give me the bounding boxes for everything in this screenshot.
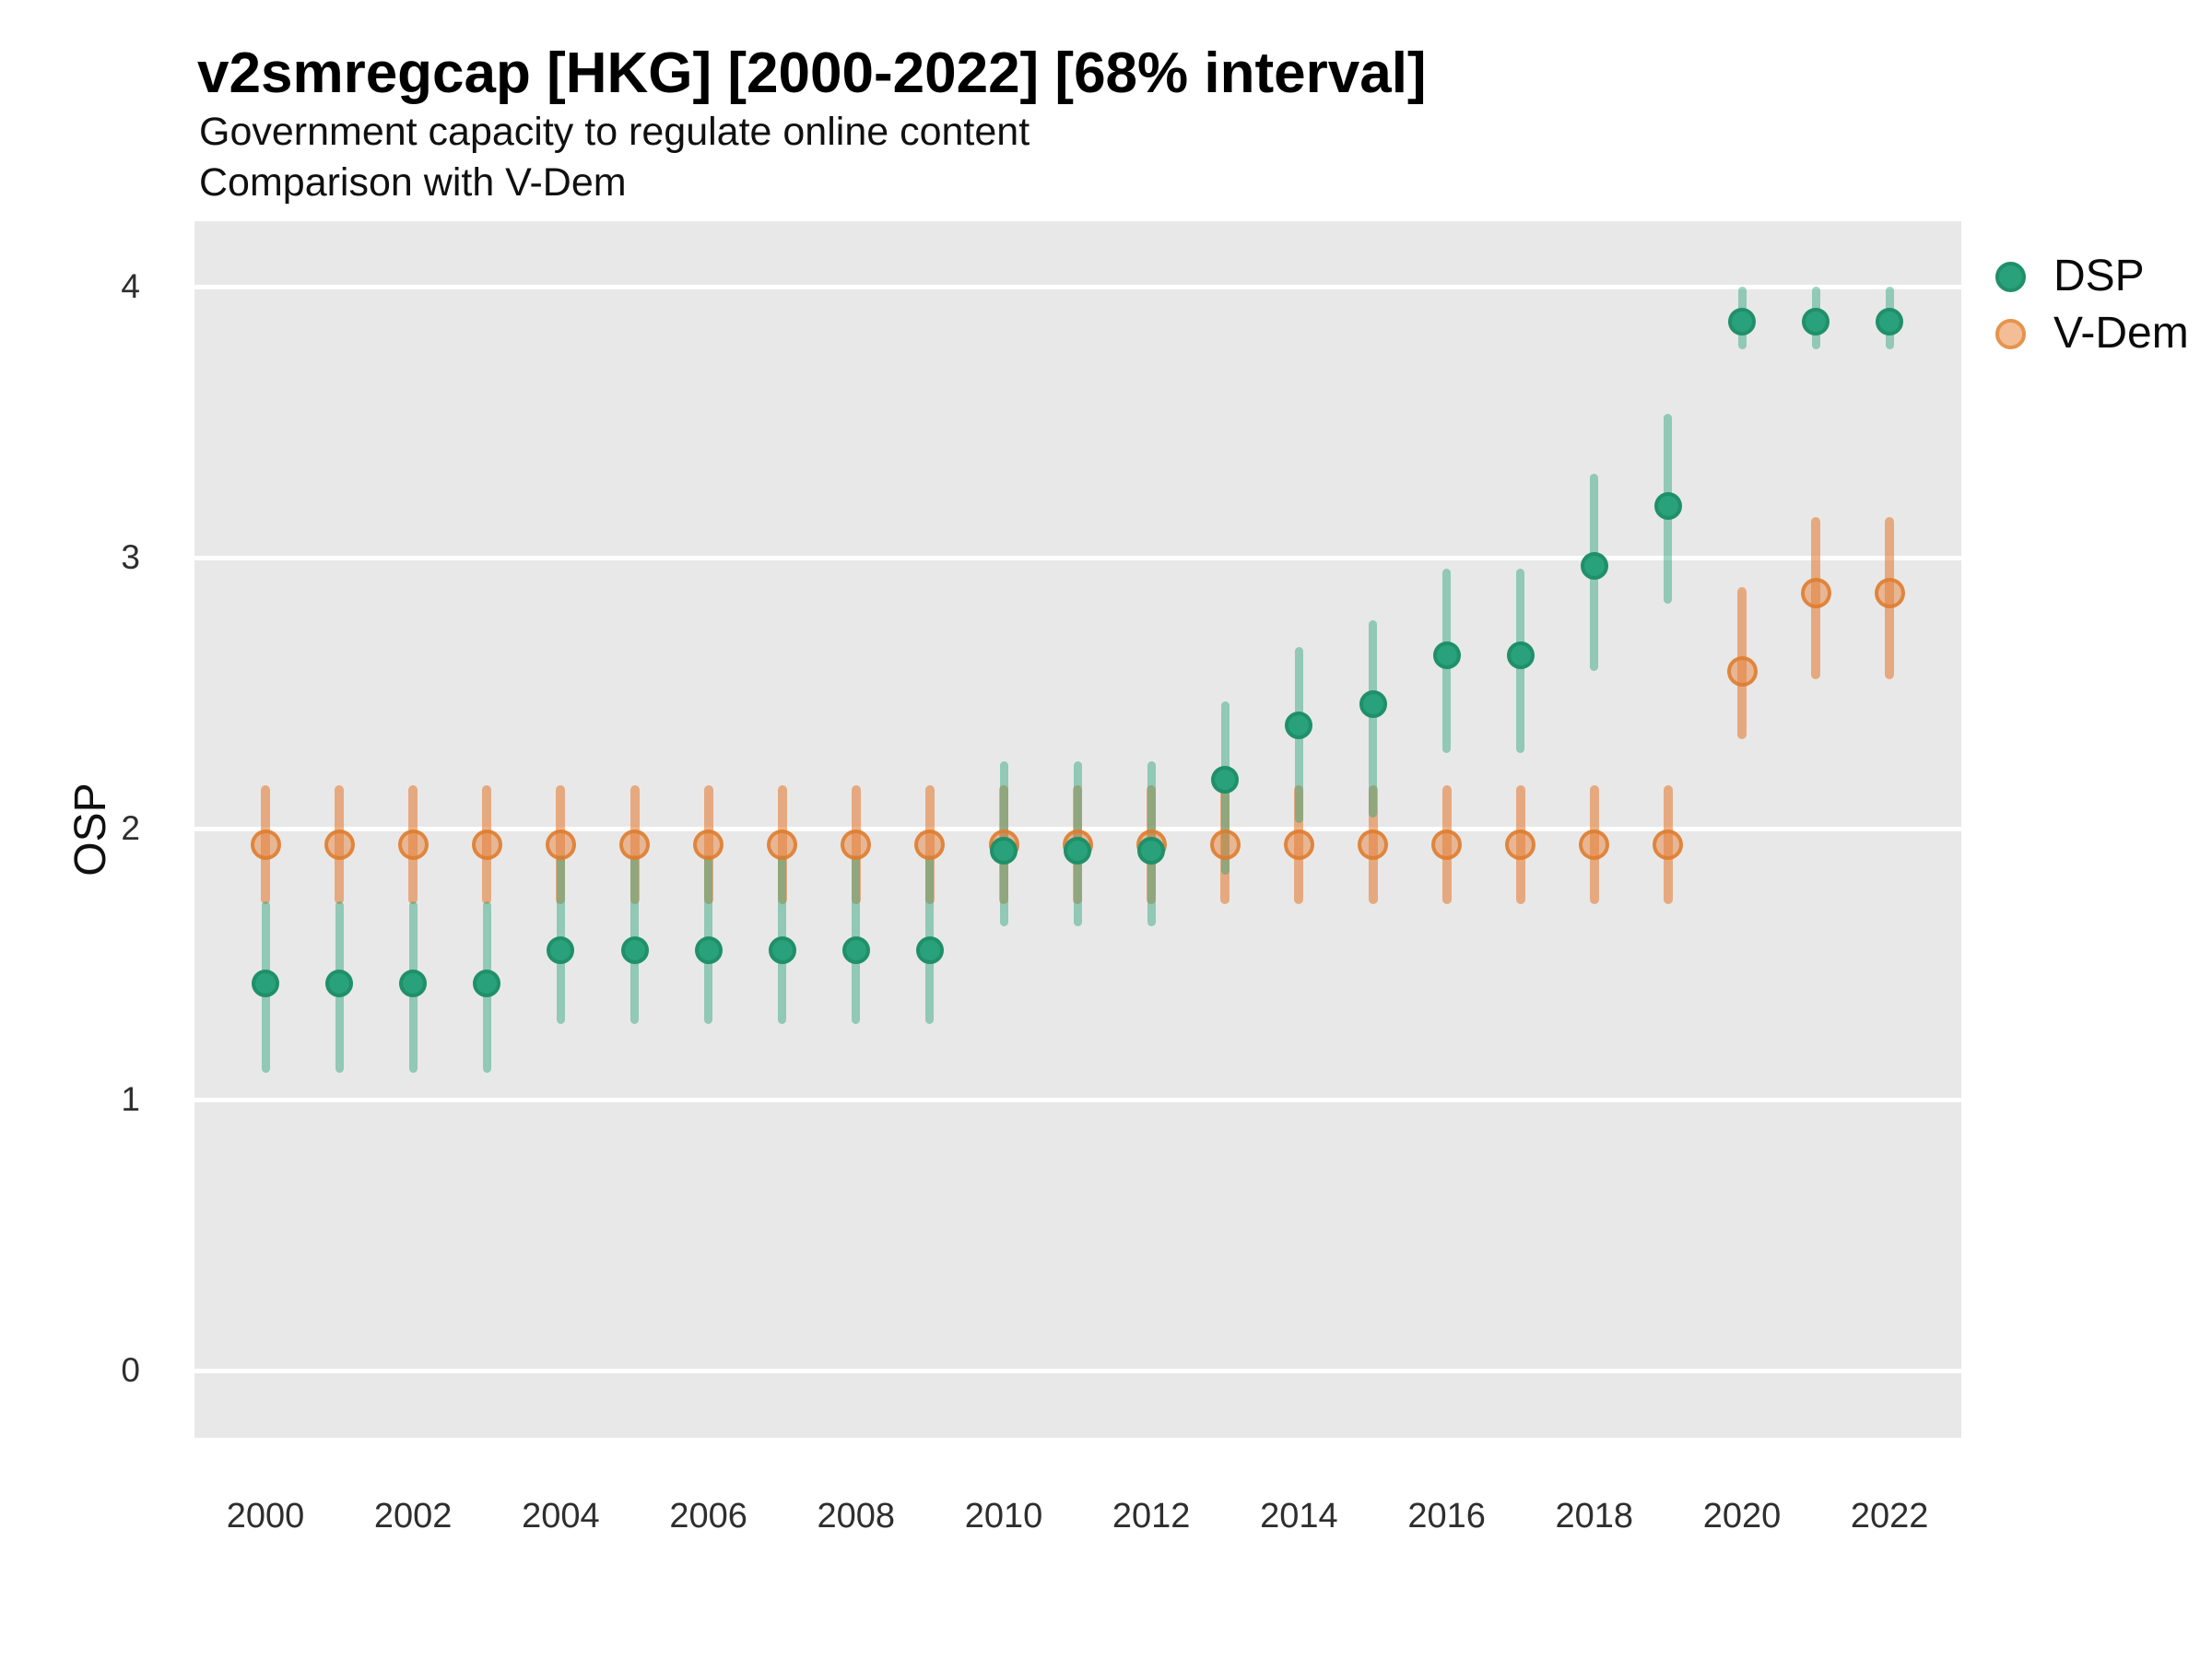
- legend-item-v-dem: V-Dem: [1982, 304, 2212, 363]
- chart-subtitle-line1: Government capacity to regulate online c…: [199, 110, 1030, 154]
- x-tick-label-2008: 2008: [817, 1497, 896, 1535]
- v-dem-point-2019: [1653, 830, 1684, 861]
- v-dem-point-2015: [1358, 830, 1388, 861]
- dsp-point-2007: [768, 936, 796, 965]
- v-dem-point-2021: [1800, 577, 1831, 608]
- v-dem-point-2005: [619, 830, 650, 861]
- v-dem-point-2003: [471, 830, 502, 861]
- v-dem-point-2014: [1283, 830, 1314, 861]
- dsp-point-2019: [1653, 492, 1682, 521]
- v-dem-point-2008: [841, 830, 872, 861]
- legend-item-dsp: DSP: [1982, 247, 2212, 306]
- dsp-interval-2015: [1369, 619, 1377, 818]
- legend: DSP V-Dem: [1982, 247, 2212, 367]
- x-tick-label-2010: 2010: [964, 1497, 1043, 1535]
- y-tick-label-0: 0: [121, 1351, 140, 1389]
- dsp-point-2011: [1064, 836, 1092, 865]
- y-tick-label-3: 3: [121, 538, 140, 576]
- v-dem-point-2009: [914, 830, 946, 861]
- v-dem-point-2013: [1209, 830, 1241, 861]
- v-dem-point-2000: [250, 830, 281, 861]
- gridline-y-1: [194, 1098, 1961, 1102]
- v-dem-point-2017: [1505, 830, 1536, 861]
- dsp-point-2004: [547, 936, 575, 965]
- dsp-point-2014: [1285, 712, 1313, 740]
- x-tick-label-2002: 2002: [373, 1497, 453, 1535]
- v-dem-point-2007: [767, 830, 798, 861]
- dsp-point-2012: [1137, 836, 1166, 865]
- gridline-y-4: [194, 285, 1961, 289]
- x-tick-label-2004: 2004: [522, 1497, 600, 1535]
- x-tick-label-2012: 2012: [1112, 1497, 1191, 1535]
- dsp-point-2018: [1580, 551, 1608, 580]
- y-tick-label-1: 1: [121, 1080, 140, 1118]
- dsp-point-2010: [990, 836, 1018, 865]
- y-tick-label-4: 4: [121, 267, 140, 305]
- x-tick-label-2018: 2018: [1555, 1497, 1634, 1535]
- v-dem-point-2022: [1874, 577, 1905, 608]
- dsp-point-2002: [399, 969, 428, 997]
- x-tick-label-2016: 2016: [1407, 1497, 1486, 1535]
- x-tick-label-2014: 2014: [1260, 1497, 1338, 1535]
- dsp-point-2000: [252, 969, 279, 997]
- x-tick-label-2006: 2006: [669, 1497, 747, 1535]
- x-tick-label-2000: 2000: [226, 1497, 305, 1535]
- x-tick-label-2022: 2022: [1850, 1497, 1929, 1535]
- dsp-point-2022: [1876, 308, 1904, 336]
- dsp-point-2015: [1359, 689, 1387, 718]
- dsp-point-2016: [1432, 641, 1461, 669]
- dsp-point-2020: [1728, 308, 1756, 336]
- v-dem-point-2016: [1431, 830, 1463, 861]
- chart-subtitle-line2: Comparison with V-Dem: [199, 160, 627, 205]
- legend-label-v-dem: V-Dem: [2053, 309, 2189, 358]
- v-dem-point-2001: [324, 830, 355, 861]
- legend-key-v-dem-icon: [1995, 319, 2026, 349]
- y-tick-label-2: 2: [121, 809, 140, 847]
- dsp-point-2003: [473, 969, 501, 997]
- dsp-point-2008: [841, 936, 870, 965]
- x-tick-label-2020: 2020: [1702, 1497, 1782, 1535]
- v-dem-point-2004: [545, 830, 576, 861]
- v-dem-point-2018: [1579, 830, 1610, 861]
- v-dem-point-2006: [693, 830, 724, 861]
- dsp-point-2006: [694, 936, 723, 965]
- gridline-y-0: [194, 1369, 1961, 1373]
- dsp-point-2013: [1211, 766, 1240, 794]
- v-dem-point-2002: [397, 830, 429, 861]
- legend-label-dsp: DSP: [2053, 252, 2145, 300]
- legend-key-dsp-icon: [1995, 262, 2026, 292]
- dsp-point-2001: [325, 969, 354, 997]
- dsp-point-2017: [1506, 641, 1535, 669]
- dsp-point-2021: [1802, 308, 1830, 336]
- v-dem-point-2020: [1726, 655, 1758, 687]
- gridline-y-3: [194, 556, 1961, 560]
- dsp-point-2005: [620, 936, 649, 965]
- chart-title: v2smregcap [HKG] [2000-2022] [68% interv…: [197, 41, 1427, 105]
- dsp-point-2009: [915, 936, 944, 965]
